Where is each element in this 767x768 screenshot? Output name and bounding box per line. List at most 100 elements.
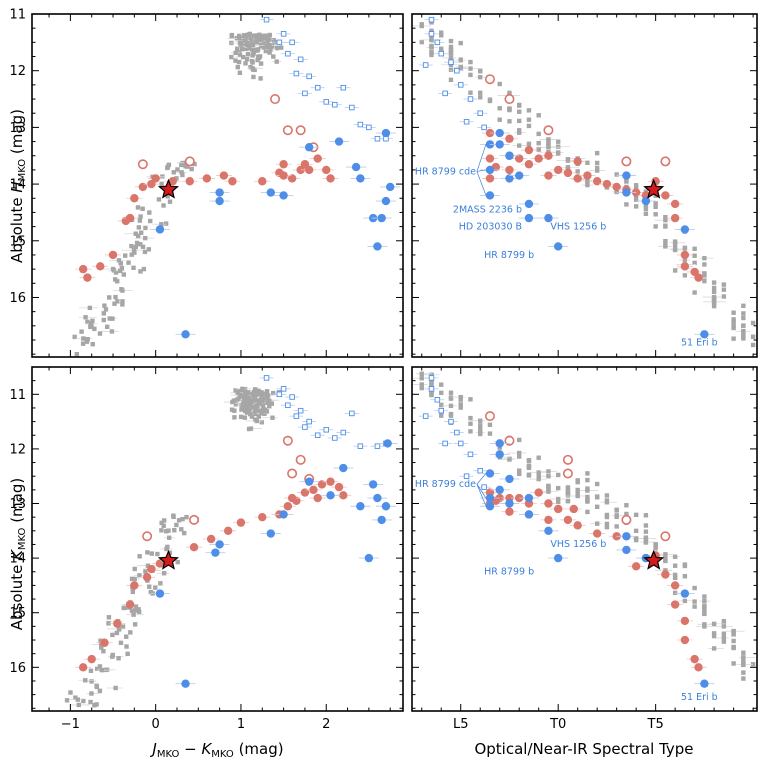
young-filled-points xyxy=(479,128,715,339)
field-dwarf-point xyxy=(458,394,463,400)
field-dwarf-point xyxy=(264,409,270,414)
x-tick-label: T5 xyxy=(647,717,664,732)
field-dwarf-point xyxy=(507,106,512,111)
field-dwarf-point xyxy=(88,324,93,330)
field-dwarf-point xyxy=(119,265,125,271)
young-filled-point xyxy=(485,469,495,478)
field-dwarf-point xyxy=(721,282,727,287)
field-dwarf-point xyxy=(546,141,551,146)
young-filled-point xyxy=(373,493,382,503)
field-dwarf-point xyxy=(103,307,109,312)
red-filled-point xyxy=(534,488,543,497)
field-dwarf-point xyxy=(145,563,151,568)
young-open-point xyxy=(374,443,381,449)
field-dwarf-point xyxy=(132,250,137,255)
young-open-point xyxy=(293,70,300,77)
red-filled-point xyxy=(670,199,680,209)
axes-frame xyxy=(411,366,758,712)
x-axis-label-right: Optical/Near-IR Spectral Type xyxy=(474,740,693,758)
field-dwarf-point xyxy=(555,151,561,156)
field-dwarf-point xyxy=(429,50,434,55)
field-dwarf-point xyxy=(238,389,243,394)
annotation-label: HR 8799 b xyxy=(484,250,534,261)
field-dwarf-point xyxy=(448,44,454,50)
field-dwarf-point xyxy=(247,45,252,50)
field-dwarf-point xyxy=(259,392,264,397)
field-dwarf-point xyxy=(517,128,522,133)
field-dwarf-point xyxy=(166,535,172,540)
field-dwarf-point xyxy=(142,249,148,255)
field-dwarf-point xyxy=(159,181,164,187)
red-filled-point xyxy=(524,145,534,155)
field-dwarf-point xyxy=(526,458,532,464)
red-open-point xyxy=(484,411,495,422)
field-dwarf-point xyxy=(240,402,246,407)
field-dwarf-point xyxy=(132,566,137,572)
young-open-point xyxy=(285,50,291,57)
field-dwarf-point xyxy=(253,411,259,417)
young-filled-point xyxy=(215,188,224,197)
field-dwarf-point xyxy=(257,37,263,42)
field-dwarf-point xyxy=(179,170,184,175)
field-dwarf-point xyxy=(261,407,267,412)
target-star-marker xyxy=(643,549,665,570)
field-dwarf-point xyxy=(255,35,260,40)
field-dwarf-point xyxy=(517,450,522,456)
field-dwarf-point xyxy=(594,481,600,487)
field-dwarf-point xyxy=(114,630,120,636)
field-dwarf-point xyxy=(575,169,580,174)
field-dwarf-point xyxy=(167,199,173,204)
young-open-point xyxy=(293,413,300,419)
field-dwarf-point xyxy=(419,23,424,29)
field-dwarf-point xyxy=(643,536,649,541)
field-dwarf-point xyxy=(448,403,454,409)
field-dwarf-point xyxy=(526,123,532,129)
red-filled-point xyxy=(485,174,495,183)
y-tick-label: 15 xyxy=(9,606,26,621)
field-dwarf-point xyxy=(260,35,266,40)
field-dwarf-point xyxy=(256,388,261,393)
field-dwarf-point xyxy=(134,240,140,246)
field-dwarf-point xyxy=(672,242,678,248)
field-dwarf-point xyxy=(458,57,463,63)
red-open-point xyxy=(484,74,495,85)
field-dwarf-point xyxy=(97,664,103,669)
field-dwarf-point xyxy=(624,179,629,184)
field-dwarf-point xyxy=(79,329,84,334)
field-dwarf-point xyxy=(711,289,717,295)
field-dwarf-point xyxy=(419,371,424,377)
field-dwarf-point xyxy=(468,66,473,71)
field-dwarf-point xyxy=(239,46,245,52)
x-tick-label: 1 xyxy=(237,717,245,732)
field-dwarf-point xyxy=(682,574,688,579)
field-dwarf-point xyxy=(536,140,541,146)
field-dwarf-point xyxy=(711,285,717,291)
field-dwarf-point xyxy=(741,670,746,675)
field-dwarf-point xyxy=(99,667,104,673)
young-open-point xyxy=(438,50,444,57)
field-dwarf-point xyxy=(97,331,103,336)
field-dwarf-point xyxy=(233,50,238,56)
field-dwarf-point xyxy=(182,530,187,536)
field-dwarf-point xyxy=(721,618,727,624)
field-dwarf-point xyxy=(468,421,473,426)
young-filled-point xyxy=(215,540,224,549)
red-filled-point xyxy=(544,151,553,160)
young-open-point xyxy=(477,110,483,116)
field-dwarf-point xyxy=(555,499,561,505)
field-dwarf-point xyxy=(274,45,280,51)
field-dwarf-point xyxy=(141,266,147,272)
field-dwarf-point xyxy=(633,197,639,202)
field-dwarf-point xyxy=(721,624,727,629)
axes-frame xyxy=(411,13,758,358)
field-dwarf-point xyxy=(468,415,473,421)
red-filled-points xyxy=(481,488,707,672)
target-star-marker xyxy=(157,178,180,199)
field-dwarf-point xyxy=(419,376,424,381)
field-dwarf-point xyxy=(269,401,274,406)
field-dwarf-point xyxy=(419,39,424,45)
field-dwarf-point xyxy=(721,287,727,292)
young-open-point xyxy=(454,429,460,436)
young-filled-point xyxy=(381,196,391,206)
